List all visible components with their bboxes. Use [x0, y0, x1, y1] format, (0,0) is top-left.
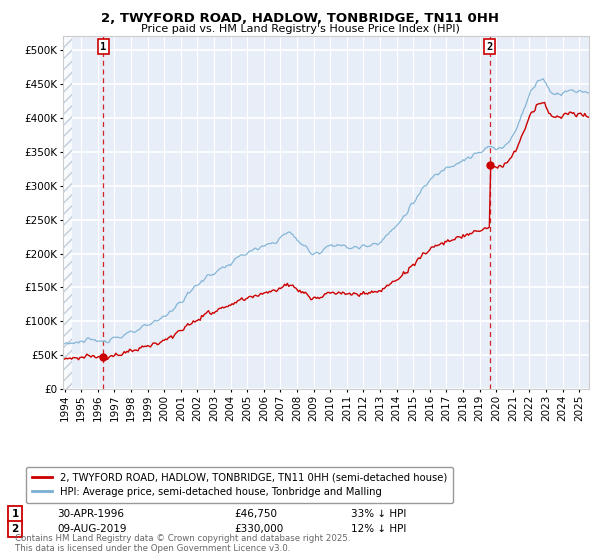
Text: £330,000: £330,000	[234, 524, 283, 534]
Text: 09-AUG-2019: 09-AUG-2019	[57, 524, 127, 534]
Text: Contains HM Land Registry data © Crown copyright and database right 2025.
This d: Contains HM Land Registry data © Crown c…	[15, 534, 350, 553]
Text: 12% ↓ HPI: 12% ↓ HPI	[351, 524, 406, 534]
Bar	[56, 36, 71, 389]
Text: 2: 2	[11, 524, 19, 534]
Text: Price paid vs. HM Land Registry's House Price Index (HPI): Price paid vs. HM Land Registry's House …	[140, 24, 460, 34]
Text: 1: 1	[11, 509, 19, 519]
Text: 1: 1	[100, 41, 106, 52]
Text: 2, TWYFORD ROAD, HADLOW, TONBRIDGE, TN11 0HH: 2, TWYFORD ROAD, HADLOW, TONBRIDGE, TN11…	[101, 12, 499, 25]
Text: £46,750: £46,750	[234, 509, 277, 519]
Text: 2: 2	[487, 41, 493, 52]
Text: 30-APR-1996: 30-APR-1996	[57, 509, 124, 519]
Legend: 2, TWYFORD ROAD, HADLOW, TONBRIDGE, TN11 0HH (semi-detached house), HPI: Average: 2, TWYFORD ROAD, HADLOW, TONBRIDGE, TN11…	[26, 466, 453, 502]
Text: 33% ↓ HPI: 33% ↓ HPI	[351, 509, 406, 519]
